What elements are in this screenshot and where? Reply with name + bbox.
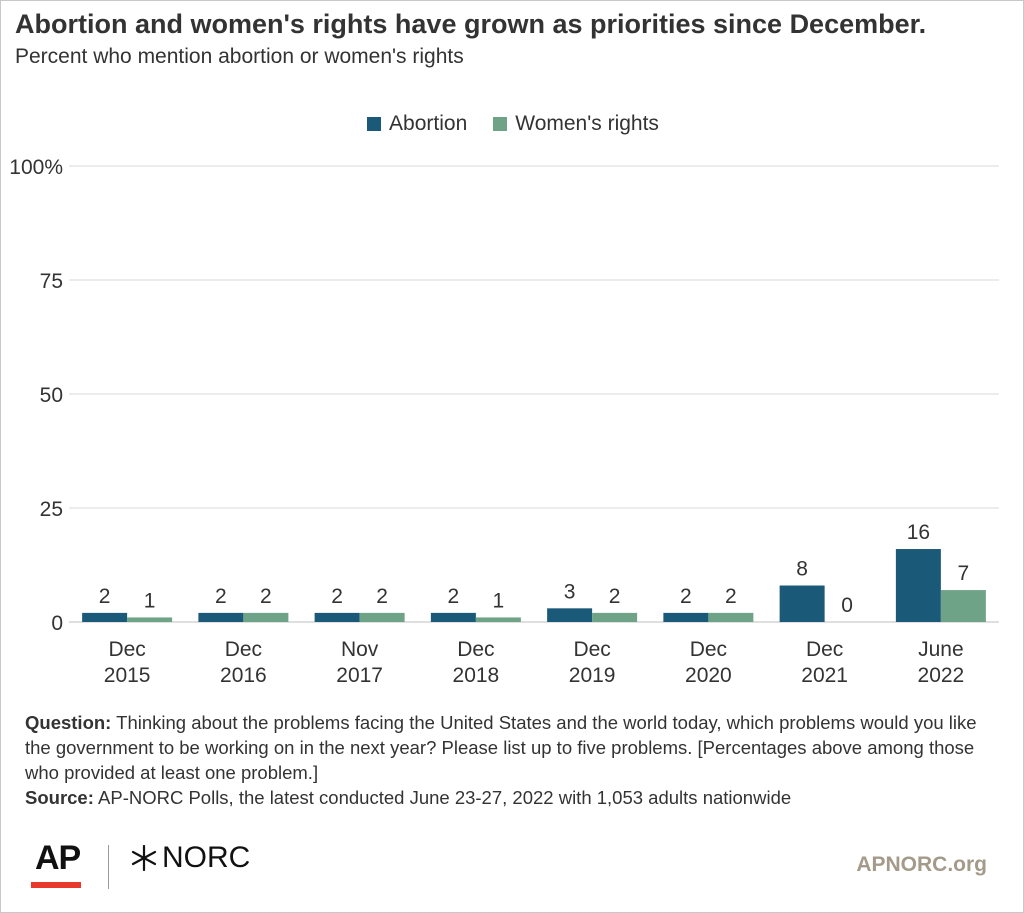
norc-logo-text: NORC (162, 841, 251, 874)
x-tick-label: Dec (806, 638, 843, 661)
data-label: 7 (958, 562, 970, 585)
legend-label-abortion: Abortion (389, 112, 468, 135)
source-label: Source: (25, 787, 94, 808)
data-label: 2 (725, 585, 737, 608)
y-tick-label: 50 (40, 384, 63, 407)
data-label: 0 (841, 594, 853, 617)
x-tick-label: Dec (690, 638, 727, 661)
data-label: 3 (564, 580, 576, 603)
data-label: 2 (215, 585, 227, 608)
data-label: 2 (680, 585, 692, 608)
legend-label-womens-rights: Women's rights (515, 112, 659, 135)
x-tick-label: 2015 (104, 664, 151, 687)
bar-womens-rights (940, 590, 986, 622)
site-url: APNORC.org (856, 853, 987, 876)
legend-swatch-abortion (367, 117, 382, 131)
bar-womens-rights (127, 617, 173, 622)
data-label: 1 (144, 589, 156, 612)
x-tick-label: Dec (108, 638, 145, 661)
norc-logo: NORC (130, 841, 250, 875)
source-note: Source: AP-NORC Polls, the latest conduc… (25, 785, 1005, 810)
legend: Abortion Women's rights (1, 112, 1024, 136)
x-tick-label: 2017 (336, 664, 383, 687)
data-label: 2 (331, 585, 343, 608)
bar-womens-rights (708, 612, 754, 622)
bar-womens-rights (475, 617, 521, 622)
legend-item-abortion: Abortion (367, 112, 467, 136)
bar-abortion (430, 612, 476, 622)
question-text: Thinking about the problems facing the U… (25, 712, 977, 783)
x-tick-label: Dec (573, 638, 610, 661)
x-tick-label: Nov (341, 638, 379, 661)
x-tick-label: Dec (457, 638, 494, 661)
data-label: 2 (609, 585, 621, 608)
question-label: Question: (25, 712, 112, 733)
data-label: 2 (448, 585, 460, 608)
data-label: 8 (796, 558, 808, 581)
logo-divider (108, 845, 109, 889)
data-label: 1 (493, 589, 505, 612)
bar-abortion (547, 608, 593, 622)
data-label: 16 (907, 521, 930, 544)
chart-subtitle: Percent who mention abortion or women's … (15, 45, 464, 68)
data-label: 2 (376, 585, 388, 608)
x-tick-label: 2020 (685, 664, 732, 687)
x-tick-label: June (918, 638, 964, 661)
data-label: 2 (99, 585, 111, 608)
x-tick-label: 2021 (801, 664, 848, 687)
bar-womens-rights (592, 612, 638, 622)
bar-abortion (779, 585, 825, 622)
question-note: Question: Thinking about the problems fa… (25, 710, 1005, 785)
y-tick-label: 0 (51, 612, 63, 635)
x-tick-label: Dec (225, 638, 262, 661)
source-text: AP-NORC Polls, the latest conducted June… (93, 787, 792, 808)
ap-logo-underline (31, 882, 81, 888)
bar-abortion (314, 612, 360, 622)
legend-swatch-womens-rights (493, 117, 508, 131)
x-tick-label: 2022 (918, 664, 965, 687)
x-tick-label: 2019 (569, 664, 616, 687)
y-tick-label: 25 (40, 498, 63, 521)
legend-item-womens-rights: Women's rights (493, 112, 659, 136)
data-label: 2 (260, 585, 272, 608)
bar-abortion (198, 612, 244, 622)
x-tick-label: 2018 (453, 664, 500, 687)
ap-logo: AP (35, 839, 81, 877)
bar-abortion (663, 612, 709, 622)
bar-abortion (82, 612, 128, 622)
y-tick-label: 100% (9, 156, 63, 179)
x-tick-label: 2016 (220, 664, 267, 687)
norc-star-icon (131, 844, 157, 872)
y-tick-label: 75 (40, 270, 63, 293)
bar-abortion (895, 549, 941, 622)
chart-notes: Question: Thinking about the problems fa… (25, 710, 1005, 810)
chart-title: Abortion and women's rights have grown a… (15, 9, 927, 39)
bar-womens-rights (359, 612, 405, 622)
bar-womens-rights (243, 612, 289, 622)
